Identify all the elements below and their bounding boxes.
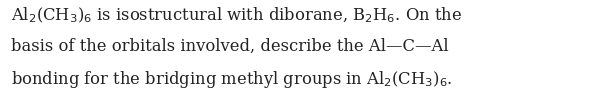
Text: Al$_2$(CH$_3$)$_6$ is isostructural with diborane, B$_2$H$_6$. On the: Al$_2$(CH$_3$)$_6$ is isostructural with…: [11, 6, 462, 25]
Text: basis of the orbitals involved, describe the Al—C—Al: basis of the orbitals involved, describe…: [11, 38, 449, 55]
Text: bonding for the bridging methyl groups in Al$_2$(CH$_3$)$_6$.: bonding for the bridging methyl groups i…: [11, 69, 452, 90]
